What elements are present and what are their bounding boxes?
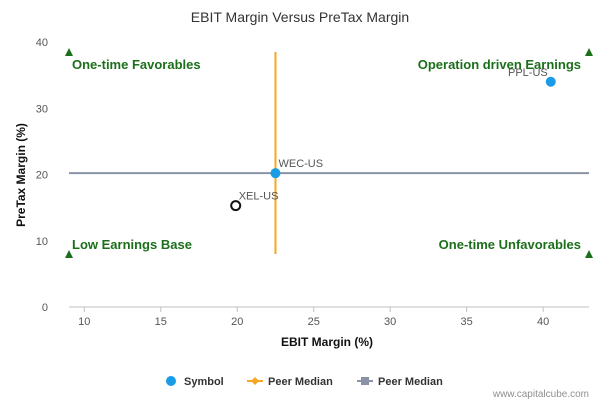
quadrant-label: Low Earnings Base xyxy=(72,237,192,252)
legend-symbol-icon xyxy=(166,376,176,386)
y-tick-label: 30 xyxy=(36,103,48,115)
data-points: PPL-US WEC-US XEL-US xyxy=(230,67,556,212)
y-tick-label: 10 xyxy=(36,236,48,248)
x-tick-label: 20 xyxy=(231,316,243,328)
legend-label: Symbol xyxy=(184,376,224,388)
x-tick-label: 15 xyxy=(155,316,167,328)
x-tick-label: 10 xyxy=(78,316,90,328)
y-tick-label: 0 xyxy=(42,302,48,314)
data-point xyxy=(545,76,556,87)
data-point xyxy=(270,168,281,179)
y-tick-label: 40 xyxy=(36,37,48,49)
y-axis-label: PreTax Margin (%) xyxy=(14,123,28,227)
quadrant-label: One-time Unfavorables xyxy=(439,237,581,252)
legend: Symbol Peer Median Peer Median xyxy=(166,376,443,388)
x-axis-label: EBIT Margin (%) xyxy=(281,335,373,349)
x-tick-label: 25 xyxy=(308,316,320,328)
legend-square-icon xyxy=(361,377,369,385)
data-point-label: PPL-US xyxy=(508,67,548,79)
chart-title: EBIT Margin Versus PreTax Margin xyxy=(191,9,409,25)
peer-median-lines xyxy=(69,51,589,254)
x-tick-label: 35 xyxy=(461,316,473,328)
triangle-marker-icon xyxy=(65,47,73,56)
triangle-marker-icon xyxy=(65,250,73,258)
x-tick-label: 40 xyxy=(537,316,549,328)
footer-credit: www.capitalcube.com xyxy=(492,389,589,400)
data-point xyxy=(230,200,242,212)
quadrant-label: One-time Favorables xyxy=(72,57,201,72)
corner-markers xyxy=(65,47,593,258)
legend-label: Peer Median xyxy=(378,376,443,388)
y-tick-label: 20 xyxy=(36,170,48,182)
legend-label: Peer Median xyxy=(268,376,333,388)
x-axis-ticks: 10 15 20 25 30 35 40 xyxy=(78,307,549,328)
y-axis-ticks: 0 10 20 30 40 xyxy=(36,37,48,314)
triangle-marker-icon xyxy=(585,47,593,56)
data-point-label: WEC-US xyxy=(278,158,323,170)
quadrant-labels: One-time Favorables Operation driven Earn… xyxy=(72,57,581,252)
x-tick-label: 30 xyxy=(384,316,396,328)
data-point-label: XEL-US xyxy=(239,191,279,203)
legend-diamond-icon xyxy=(251,377,259,385)
triangle-marker-icon xyxy=(585,250,593,258)
quadrant-label: Operation driven Earnings xyxy=(418,57,581,72)
